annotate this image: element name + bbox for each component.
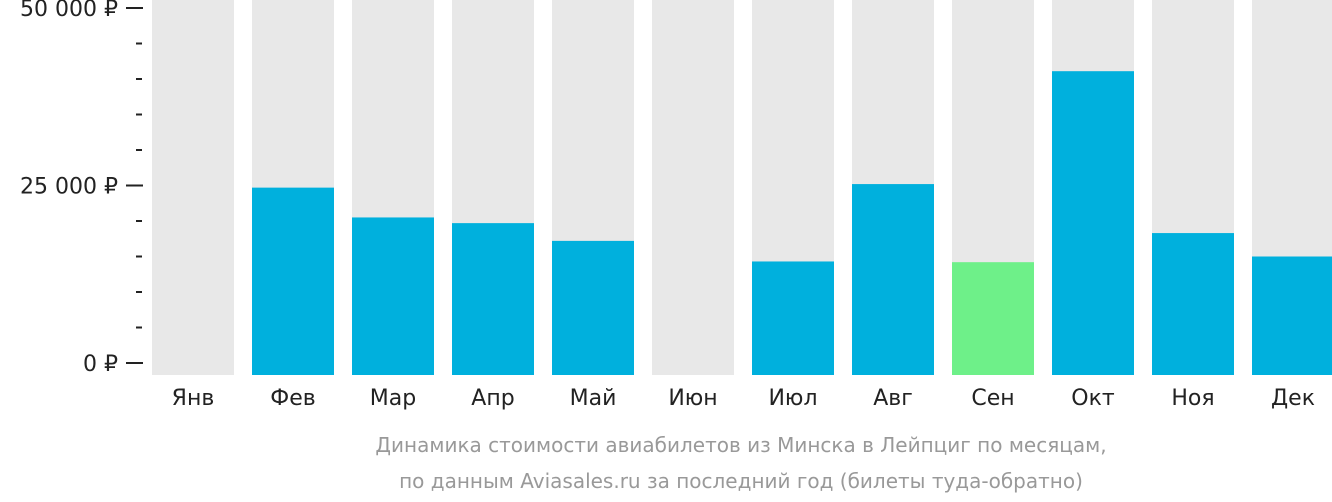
bar-3[interactable] [352,217,434,375]
chart-caption-line-1: Динамика стоимости авиабилетов из Минска… [375,433,1106,457]
y-tick-label: 50 000 ₽ [20,0,118,22]
x-tick-label: Окт [1071,386,1115,411]
x-tick-label: Янв [172,386,215,411]
x-tick-label: Сен [971,386,1014,411]
bar-2[interactable] [252,187,334,375]
y-tick-label: 0 ₽ [83,352,118,377]
bar-5[interactable] [552,240,634,375]
bar-9[interactable] [952,262,1034,375]
x-tick-label: Дек [1271,386,1315,411]
bar-11[interactable] [1152,233,1234,375]
x-tick-label: Ноя [1171,386,1214,411]
chart-caption-line-2: по данным Aviasales.ru за последний год … [399,469,1083,493]
bar-background [152,0,234,375]
bar-10[interactable] [1052,71,1134,375]
y-tick-label: 25 000 ₽ [20,175,118,200]
bar-7[interactable] [752,261,834,375]
x-axis-labels: Янв Фев Мар Апр Май Июн Июл Авг Сен Окт Ноя Дек [172,386,1315,411]
x-tick-label: Авг [873,386,913,411]
x-tick-label: Фев [270,386,315,411]
x-tick-label: Июн [668,386,717,411]
bars [152,0,1332,375]
bar-8[interactable] [852,184,934,375]
x-tick-label: Апр [471,386,514,411]
bar-background [652,0,734,375]
bar-12[interactable] [1252,256,1332,376]
x-tick-label: Мар [370,386,416,411]
x-tick-label: Май [570,386,617,411]
x-tick-label: Июл [768,386,817,411]
y-axis: 0 ₽ 25 000 ₽ 50 000 ₽ [20,0,143,377]
bar-4[interactable] [452,223,534,375]
